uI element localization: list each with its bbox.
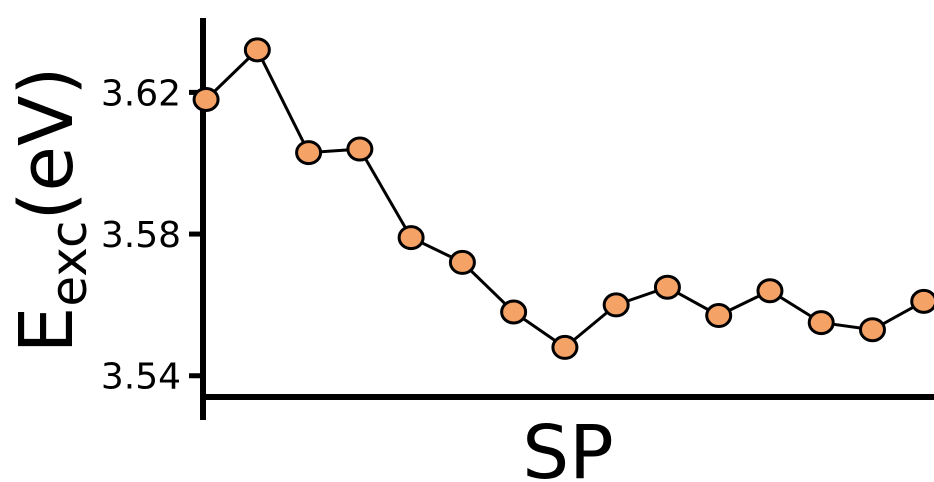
y-ticks: 3.54 3.58 3.62 <box>101 73 203 398</box>
data-point <box>653 274 681 300</box>
data-point <box>602 292 630 318</box>
data-point <box>807 310 835 336</box>
data-point <box>243 37 271 63</box>
y-tick-label: 3.62 <box>101 73 181 114</box>
data-point <box>500 299 528 325</box>
data-point <box>705 303 733 329</box>
data-point <box>192 86 220 112</box>
data-point <box>551 334 579 360</box>
y-axis-label: Eexc(eV) <box>4 67 98 354</box>
x-axis-label: SP <box>522 410 614 482</box>
data-point <box>910 288 934 314</box>
data-point <box>756 278 784 304</box>
data-point <box>858 317 886 343</box>
series-markers <box>192 37 934 360</box>
axes <box>200 18 934 420</box>
y-axis-label-unit: (eV) <box>4 67 90 221</box>
y-axis-label-main: E <box>4 307 90 354</box>
data-point <box>295 140 323 166</box>
series-line <box>205 47 925 350</box>
y-tick-label: 3.54 <box>101 357 181 398</box>
data-point <box>346 136 374 162</box>
data-point <box>397 225 425 251</box>
y-axis-label-sub: exc <box>40 221 98 307</box>
y-tick-label: 3.58 <box>101 215 181 256</box>
data-point <box>448 249 476 275</box>
